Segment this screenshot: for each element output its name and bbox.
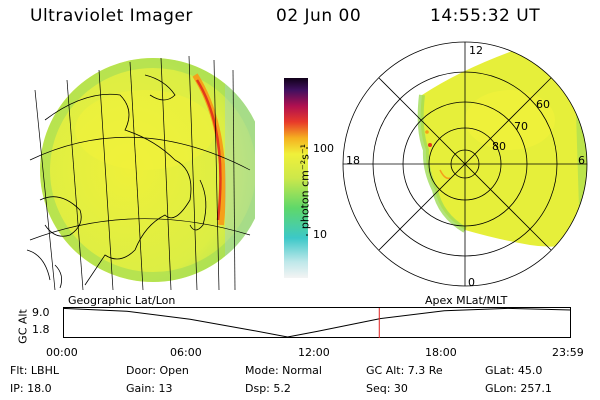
image-date: 02 Jun 00 <box>276 6 362 26</box>
info-ip: IP: 18.0 <box>10 382 52 395</box>
timeline-x-tick-0000: 00:00 <box>46 346 78 359</box>
mlt-label-12: 12 <box>469 44 483 57</box>
timeline-frame <box>63 307 571 338</box>
timeline-y-axis-label: GC Alt <box>16 309 30 344</box>
limb-red-arc <box>195 79 222 221</box>
info-mode: Mode: Normal <box>245 364 322 377</box>
mlt-label-18: 18 <box>346 154 360 167</box>
info-dsp: Dsp: 5.2 <box>245 382 291 395</box>
coastline <box>26 74 207 289</box>
mlat-label-60: 60 <box>536 98 550 111</box>
timeline-left-title: Geographic Lat/Lon <box>68 294 176 307</box>
info-glat: GLat: 45.0 <box>485 364 543 377</box>
colorbar-tick-10: 10 <box>313 228 327 241</box>
geographic-globe-view <box>26 55 255 290</box>
timeline-y-tick-1.8: 1.8 <box>32 323 50 336</box>
mlat-label-80: 80 <box>492 140 506 153</box>
mlt-label-6: 6 <box>578 154 585 167</box>
info-door: Door: Open <box>126 364 189 377</box>
magnetic-polar-view <box>342 41 588 287</box>
app-title: Ultraviolet Imager <box>30 6 193 26</box>
colorbar-tick-100: 100 <box>313 142 334 155</box>
altitude-timeline-plot <box>63 307 571 338</box>
info-filter: Flt: LBHL <box>10 364 59 377</box>
polar-grid <box>342 41 588 287</box>
timeline-x-tick-1800: 18:00 <box>425 346 457 359</box>
mlt-label-0: 0 <box>468 276 475 289</box>
colorbar-unit-label: photon cm⁻²s⁻¹ <box>298 143 312 230</box>
info-glon: GLon: 257.1 <box>485 382 552 395</box>
mlat-label-70: 70 <box>514 120 528 133</box>
info-seq: Seq: 30 <box>366 382 408 395</box>
timeline-right-title: Apex MLat/MLT <box>425 294 508 307</box>
timeline-y-tick-9: 9.0 <box>32 306 50 319</box>
info-gc-alt: GC Alt: 7.3 Re <box>366 364 443 377</box>
color-scale-bar <box>284 78 308 278</box>
lat-lon-grid <box>29 55 251 290</box>
info-gain: Gain: 13 <box>126 382 173 395</box>
timeline-x-tick-0600: 06:00 <box>170 346 202 359</box>
timeline-x-tick-2359: 23:59 <box>552 346 584 359</box>
timeline-x-tick-1200: 12:00 <box>298 346 330 359</box>
altitude-profile-line <box>63 307 571 338</box>
image-time: 14:55:32 UT <box>430 6 541 26</box>
